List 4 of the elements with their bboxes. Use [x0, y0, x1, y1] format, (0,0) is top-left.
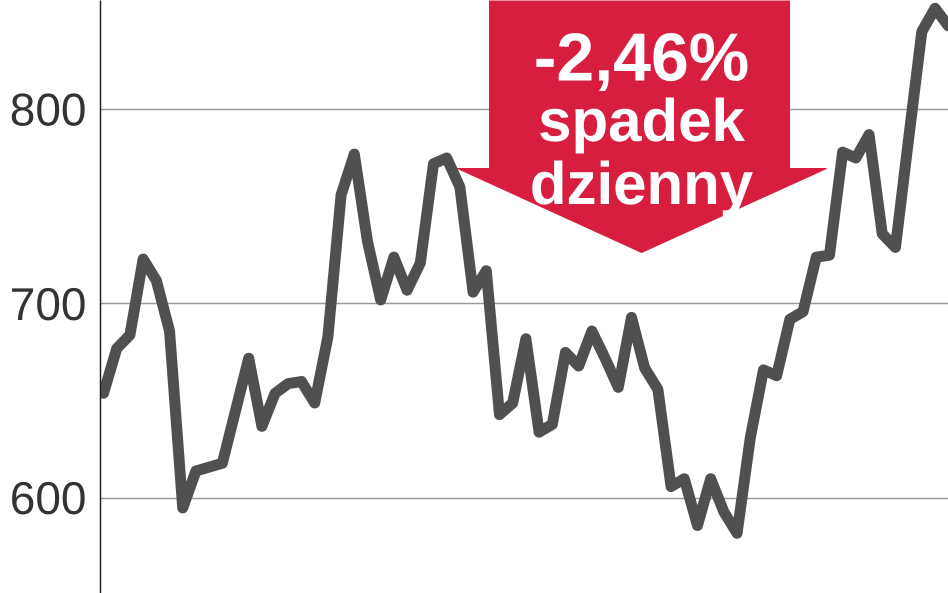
- annotation: -2,46% spadek dzienny: [530, 20, 754, 217]
- y-tick-label: 600: [10, 472, 86, 524]
- y-tick-label: 700: [10, 278, 86, 330]
- y-tick-label: 800: [10, 83, 86, 136]
